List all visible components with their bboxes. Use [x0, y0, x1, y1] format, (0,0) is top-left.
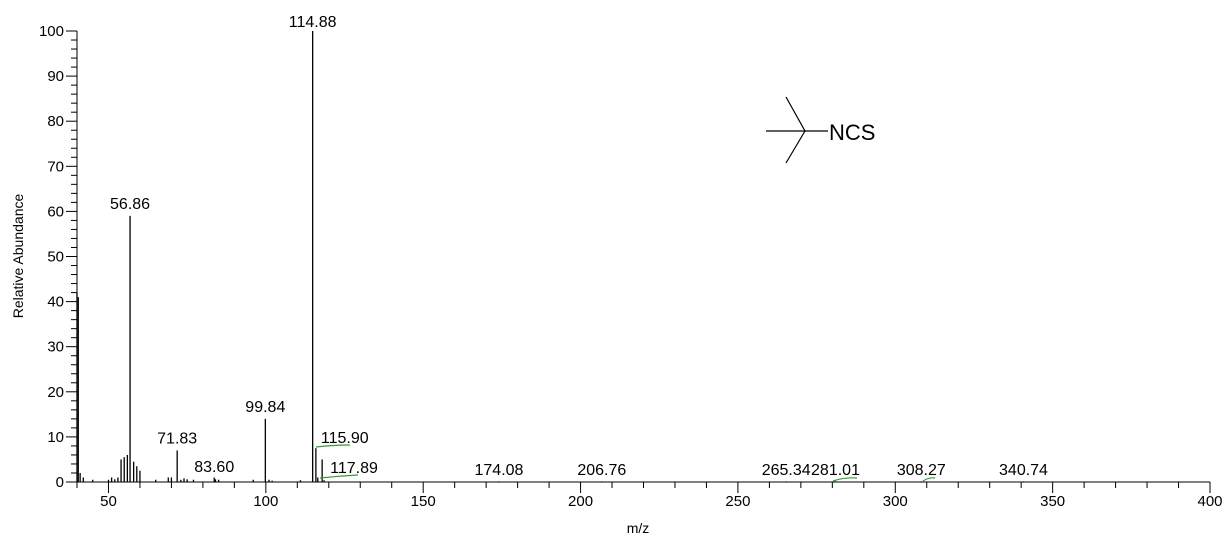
- peak-label: 115.90: [321, 430, 369, 447]
- structure-label: NCS: [829, 120, 875, 145]
- y-tick-label: 80: [47, 113, 64, 130]
- peak-label: 265.34: [762, 462, 811, 479]
- peak-label: 114.88: [289, 14, 337, 31]
- x-tick-label: 350: [1040, 493, 1065, 510]
- y-tick-label: 30: [47, 339, 64, 356]
- x-tick-label: 400: [1197, 493, 1222, 510]
- tert-butyl-isothiocyanate-structure: NCS: [766, 96, 875, 164]
- y-axis-title: Relative Abundance: [10, 194, 26, 319]
- x-tick-label: 50: [100, 493, 117, 510]
- y-tick-label: 90: [47, 68, 64, 85]
- peak-label: 99.84: [245, 399, 285, 416]
- x-tick-label: 250: [725, 493, 750, 510]
- peak-label: 56.86: [110, 196, 150, 213]
- peak-label: 206.76: [577, 462, 626, 479]
- x-tick-label: 200: [568, 493, 593, 510]
- y-tick-label: 20: [47, 384, 64, 401]
- x-tick-label: 100: [253, 493, 278, 510]
- peak-label: 174.08: [475, 462, 524, 479]
- y-tick-label: 0: [56, 474, 64, 491]
- label-leader-line: [315, 444, 351, 448]
- peak-label: 340.74: [999, 462, 1048, 479]
- peak-label: 308.27: [897, 462, 946, 479]
- structure-bond-down: [785, 130, 806, 164]
- y-tick-label: 50: [47, 249, 64, 266]
- y-tick-label: 100: [39, 23, 64, 40]
- y-tick-label: 70: [47, 158, 64, 175]
- peak-labels: 56.86 71.83 83.60 99.84 114.88 115.90 117.89 17…: [110, 14, 1048, 482]
- label-leader-line: [832, 477, 858, 482]
- label-leader-line: [319, 474, 359, 479]
- peak-label: 281.01: [811, 462, 860, 479]
- peaks-layer: [76, 31, 1025, 482]
- x-ticks: 50 100 150 200 250 300 350 400: [76, 482, 1223, 510]
- y-tick-label: 10: [47, 429, 64, 446]
- y-tick-label: 40: [47, 294, 64, 311]
- x-tick-label: 150: [411, 493, 436, 510]
- x-axis-title: m/z: [627, 520, 650, 536]
- peak-label: 83.60: [194, 459, 234, 476]
- peak-label: 117.89: [330, 460, 378, 477]
- x-tick-label: 300: [883, 493, 908, 510]
- y-ticks: 0 10 20 30 40 50 60 70 80 90 100: [39, 23, 77, 491]
- structure-bond-up: [785, 96, 806, 132]
- y-tick-label: 60: [47, 203, 64, 220]
- label-leader-line: [922, 477, 936, 482]
- peak-label: 71.83: [157, 430, 197, 447]
